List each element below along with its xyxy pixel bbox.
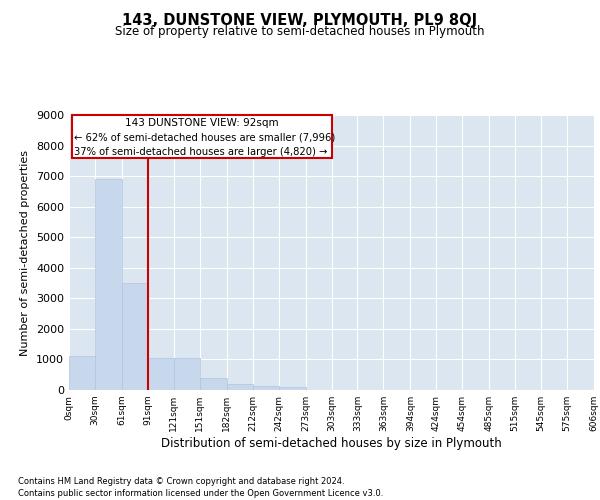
- FancyBboxPatch shape: [71, 115, 331, 158]
- Bar: [227, 384, 253, 390]
- Bar: [278, 387, 305, 390]
- Bar: [148, 358, 174, 390]
- Text: Size of property relative to semi-detached houses in Plymouth: Size of property relative to semi-detach…: [115, 25, 485, 38]
- Text: ← 62% of semi-detached houses are smaller (7,996): ← 62% of semi-detached houses are smalle…: [74, 133, 335, 143]
- Bar: [200, 378, 227, 390]
- Text: Contains public sector information licensed under the Open Government Licence v3: Contains public sector information licen…: [18, 489, 383, 498]
- Bar: [95, 179, 122, 390]
- Text: 37% of semi-detached houses are larger (4,820) →: 37% of semi-detached houses are larger (…: [74, 146, 328, 156]
- X-axis label: Distribution of semi-detached houses by size in Plymouth: Distribution of semi-detached houses by …: [161, 437, 502, 450]
- Bar: [122, 283, 148, 390]
- Bar: [174, 358, 200, 390]
- Text: 143, DUNSTONE VIEW, PLYMOUTH, PL9 8QJ: 143, DUNSTONE VIEW, PLYMOUTH, PL9 8QJ: [122, 12, 478, 28]
- Bar: [69, 356, 95, 390]
- Bar: [253, 386, 278, 390]
- Y-axis label: Number of semi-detached properties: Number of semi-detached properties: [20, 150, 31, 356]
- Text: 143 DUNSTONE VIEW: 92sqm: 143 DUNSTONE VIEW: 92sqm: [125, 118, 278, 128]
- Text: Contains HM Land Registry data © Crown copyright and database right 2024.: Contains HM Land Registry data © Crown c…: [18, 478, 344, 486]
